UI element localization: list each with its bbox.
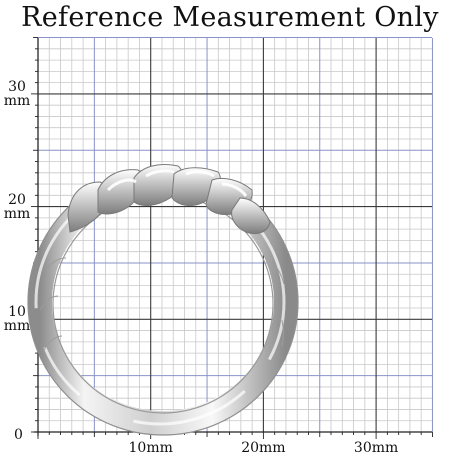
x-axis-label-10mm: 10mm [128,440,173,456]
twist-segment [231,197,271,235]
twist-highlight [145,169,175,178]
y-axis-label-20: 20 mm [3,191,31,222]
twist-highlight [221,182,248,197]
ring-twist-crown [67,164,271,235]
ring-picture [27,164,299,436]
mid-grid-lines [38,37,433,432]
y-axis-label-10: 10 mm [3,304,31,335]
ring-side-grooves [39,257,285,351]
major-grid-lines [37,38,432,433]
page-title: Reference Measurement Only [21,2,439,33]
minor-grid-lines [38,38,432,432]
twist-highlight [185,170,215,178]
origin-label: 0 [14,427,23,443]
y-axis-label-30: 30 mm [3,78,31,109]
twist-highlight [106,178,137,192]
x-axis-label-20mm: 20mm [241,440,286,456]
grid-axes [31,37,433,439]
x-axis-label-30mm: 30mm [353,440,399,456]
